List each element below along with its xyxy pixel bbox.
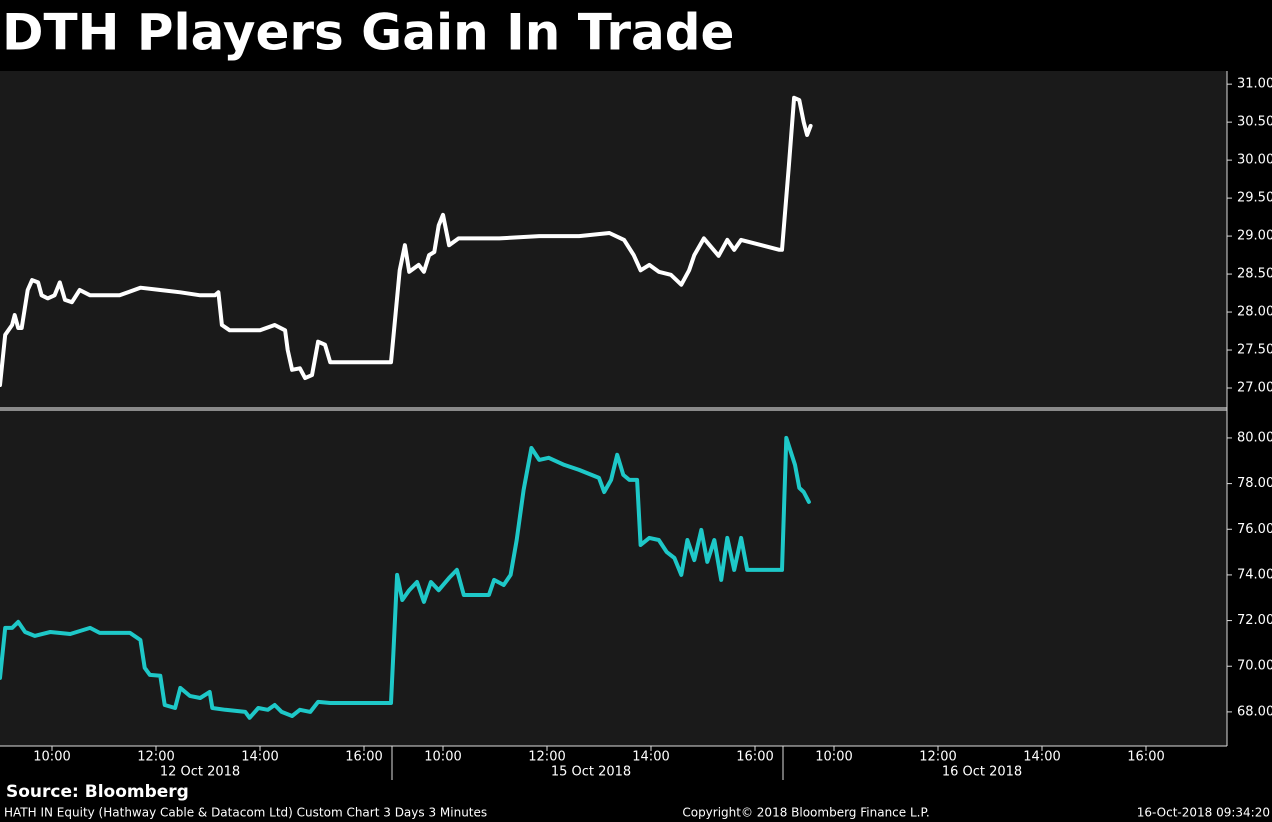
y-tick-label: 28.00 [1237, 305, 1272, 320]
y-tick-label: 29.50 [1237, 191, 1272, 206]
y-tick-label: 29.00 [1237, 229, 1272, 244]
price-line [0, 95, 813, 387]
x-tick-label: 16:00 [736, 750, 773, 765]
day-label: 12 Oct 2018 [160, 765, 240, 780]
x-tick-label: 12:00 [919, 750, 956, 765]
y-tick-label: 78.00 [1237, 476, 1272, 491]
day-label: 15 Oct 2018 [551, 765, 631, 780]
x-tick-label: 10:00 [424, 750, 461, 765]
footer-description: HATH IN Equity (Hathway Cable & Datacom … [4, 806, 487, 820]
chart-title: DTH Players Gain In Trade [2, 4, 734, 62]
x-tick-label: 12:00 [137, 750, 174, 765]
panel-divider [0, 407, 1227, 411]
source: Source: Bloomberg [6, 782, 189, 802]
y-tick-label: 76.00 [1237, 522, 1272, 537]
footer-copyright: Copyright© 2018 Bloomberg Finance L.P. [682, 806, 929, 820]
y-tick-label: 68.00 [1237, 704, 1272, 719]
x-tick-label: 14:00 [1023, 750, 1060, 765]
y-tick-label: 72.00 [1237, 613, 1272, 628]
footer-timestamp: 16-Oct-2018 09:34:20 [1137, 806, 1270, 820]
y-tick-label: 28.50 [1237, 267, 1272, 282]
y-tick-label: 27.50 [1237, 343, 1272, 358]
x-tick-label: 12:00 [528, 750, 565, 765]
x-tick-label: 14:00 [632, 750, 669, 765]
x-tick-label: 10:00 [33, 750, 70, 765]
x-tick-label: 10:00 [815, 750, 852, 765]
y-tick-label: 27.00 [1237, 381, 1272, 396]
y-tick-label: 30.00 [1237, 153, 1272, 168]
x-tick-label: 16:00 [345, 750, 382, 765]
x-tick-label: 16:00 [1127, 750, 1164, 765]
y-tick-label: 74.00 [1237, 567, 1272, 582]
x-tick-label: 14:00 [241, 750, 278, 765]
y-tick-label: 31.00 [1237, 77, 1272, 92]
y-tick-label: 30.50 [1237, 115, 1272, 130]
y-tick-label: 70.00 [1237, 659, 1272, 674]
day-label: 16 Oct 2018 [942, 765, 1022, 780]
price-line [0, 435, 811, 720]
y-tick-label: 80.00 [1237, 430, 1272, 445]
